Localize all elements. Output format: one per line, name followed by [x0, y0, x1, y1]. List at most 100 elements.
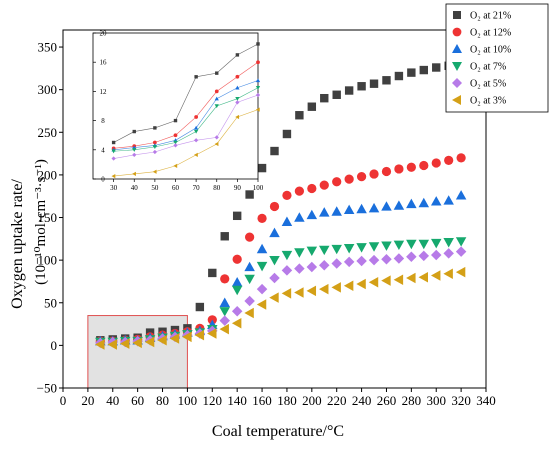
inset-data-point [256, 42, 260, 46]
data-point [269, 255, 280, 266]
data-point [393, 253, 405, 264]
data-point [443, 268, 453, 280]
data-point [269, 272, 280, 284]
y-tick-label: 100 [38, 253, 58, 268]
data-point [444, 155, 454, 166]
x-tick-label: 80 [156, 393, 169, 408]
legend-item: O₂ at 3% [452, 95, 506, 107]
inset-x-tick-label: 40 [131, 184, 139, 192]
data-point [443, 238, 454, 248]
inset-y-tick-label: 12 [100, 88, 108, 96]
inset-data-point [194, 125, 199, 130]
data-point [382, 76, 391, 85]
legend-label: O₂ at 3% [470, 96, 506, 107]
inset-data-point [235, 100, 240, 105]
data-point [443, 248, 454, 259]
inset-data-point [255, 92, 261, 98]
inset-data-point [111, 173, 116, 179]
data-point [157, 335, 167, 346]
series-o-at-5 [95, 246, 467, 349]
legend-label: O₂ at 12% [470, 28, 511, 39]
series-o-at-3 [95, 266, 466, 350]
inset-series-line [113, 43, 259, 143]
data-point [343, 280, 354, 291]
inset-data-point [194, 138, 199, 143]
data-point [282, 129, 292, 139]
data-point [331, 244, 342, 255]
data-point [418, 197, 430, 208]
inset-y-tick-label: 0 [101, 176, 105, 184]
legend-marker [452, 95, 461, 105]
data-point [343, 204, 355, 215]
inset-data-point [255, 86, 261, 90]
data-point [331, 258, 342, 269]
x-tick-label: 280 [402, 393, 422, 408]
inset-x-tick-label: 100 [253, 184, 264, 192]
data-point [281, 265, 293, 276]
data-point [231, 306, 243, 317]
data-point [319, 180, 329, 190]
data-point [269, 227, 280, 238]
data-point [381, 275, 391, 286]
inset-data-point [235, 74, 240, 79]
data-point [232, 254, 242, 264]
x-tick-label: 240 [352, 393, 372, 408]
inset-x-tick-label: 80 [213, 184, 221, 192]
y-axis-title-group: Oxygen uptake rate/ [9, 179, 26, 309]
data-point [195, 302, 205, 312]
inset-x-tick-label: 90 [234, 184, 242, 192]
legend-label: O₂ at 10% [470, 45, 511, 56]
data-point [393, 274, 404, 285]
inset-data-point [152, 149, 157, 155]
data-point [343, 256, 355, 268]
x-tick-label: 40 [106, 393, 119, 408]
y-axis-title: Oxygen uptake rate/ [9, 179, 26, 309]
data-point [406, 162, 416, 172]
data-point [244, 261, 255, 272]
inset-y-tick-label: 4 [101, 146, 105, 154]
data-point [219, 323, 229, 335]
inset-data-point [132, 129, 136, 134]
inset-data-point [173, 143, 178, 148]
x-tick-label: 340 [476, 393, 496, 408]
inset-series-o-at-5 [111, 92, 261, 161]
inset-series-line [113, 109, 259, 177]
inset-data-point [194, 115, 198, 119]
data-point [394, 71, 404, 81]
x-tick-label: 200 [302, 393, 322, 408]
inset-x-tick-label: 60 [172, 184, 180, 192]
x-tick-label: 140 [227, 393, 247, 408]
inset-series-line [113, 94, 259, 159]
inset-data-point [215, 71, 219, 75]
data-point [432, 63, 441, 72]
inset-x-tick-label: 70 [193, 184, 201, 192]
legend-label: O₂ at 21% [470, 11, 511, 22]
legend-label: O₂ at 5% [470, 79, 506, 90]
data-point [394, 164, 404, 174]
data-point [231, 285, 243, 296]
data-point [369, 79, 379, 88]
data-point [294, 186, 305, 196]
data-point [381, 241, 392, 251]
inset-data-point [194, 75, 198, 79]
x-axis-title: Coal temperature/°C [212, 423, 344, 440]
data-point [256, 243, 268, 254]
data-point [244, 307, 254, 319]
legend-item: O₂ at 12% [452, 28, 511, 39]
data-point [381, 201, 392, 211]
data-point [406, 198, 417, 209]
data-point [269, 201, 280, 212]
inset-data-point [173, 163, 178, 168]
data-point [443, 195, 454, 205]
data-point [356, 278, 366, 290]
data-point [331, 206, 342, 216]
data-point [219, 307, 230, 317]
data-point [319, 283, 329, 295]
legend-marker [452, 78, 462, 88]
data-point [418, 239, 430, 250]
data-point [144, 336, 155, 348]
data-point [332, 177, 342, 187]
inset-data-point [194, 129, 199, 134]
data-point [407, 68, 416, 77]
